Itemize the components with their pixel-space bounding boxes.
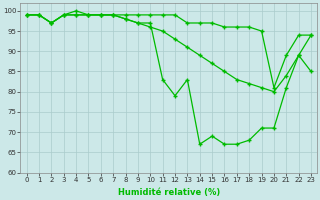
X-axis label: Humidité relative (%): Humidité relative (%) [118, 188, 220, 197]
